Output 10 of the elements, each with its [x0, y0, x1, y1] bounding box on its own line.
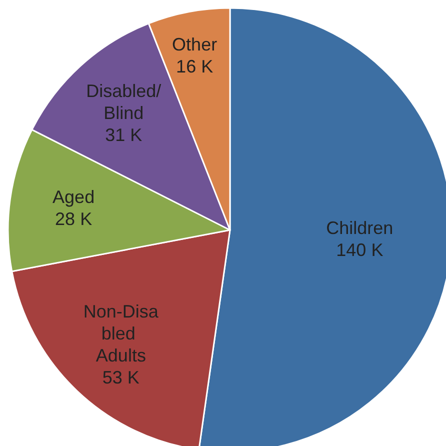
data-label: 53 K	[102, 367, 140, 388]
data-label: 31 K	[105, 125, 142, 146]
slice-label: Children	[326, 218, 394, 238]
slice-label: Other	[172, 34, 218, 54]
slice-label: Non-Disabled Adults	[83, 301, 160, 366]
slice-label: Disabled/Blind	[86, 81, 162, 124]
data-label: 28 K	[55, 208, 92, 229]
slice-label: Aged	[52, 186, 95, 207]
data-label: 140 K	[336, 240, 384, 260]
data-label: 16 K	[176, 56, 214, 76]
